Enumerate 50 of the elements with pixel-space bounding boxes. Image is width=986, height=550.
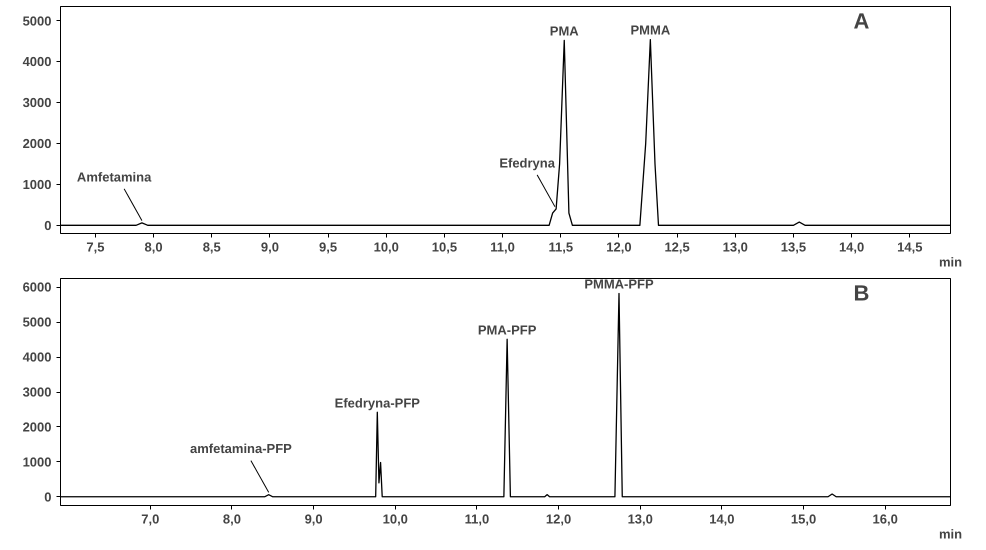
annotation: PMA-PFP	[478, 322, 537, 338]
x-tick-label: 12,0	[606, 240, 632, 254]
x-tick-label: 12,0	[546, 512, 572, 526]
chart-title: B	[854, 280, 870, 306]
x-tick-label: 8,5	[202, 240, 221, 254]
y-tick-label: 2000	[22, 136, 52, 152]
x-tick-label: 11,0	[490, 240, 515, 254]
annotation: amfetamina-PFP	[190, 441, 292, 456]
annotation: PMMA-PFP	[584, 276, 654, 292]
y-tick-label: 5000	[22, 314, 52, 330]
x-tick-label: 7,5	[86, 240, 104, 254]
annotation: Amfetamina	[76, 169, 152, 184]
y-tick-label: 1000	[22, 454, 52, 470]
annotation: PMMA	[630, 22, 671, 38]
x-axis-title: min	[938, 526, 962, 542]
x-tick-label: 8,0	[222, 512, 242, 526]
annotation: Efedryna	[499, 155, 556, 170]
y-tick-label: 0	[44, 218, 52, 233]
y-tick-label: 0	[44, 489, 52, 504]
y-tick-label: 4000	[22, 350, 52, 365]
y-tick-label: 3000	[22, 95, 52, 110]
x-tick-label: 11,5	[548, 240, 574, 254]
x-tick-label: 16,0	[872, 512, 898, 526]
x-tick-label: 13,0	[628, 512, 653, 526]
x-tick-label: 10,0	[374, 240, 399, 254]
x-tick-label: 9,0	[304, 512, 323, 526]
x-axis-title: min	[938, 254, 962, 270]
x-tick-label: 13,0	[722, 240, 748, 254]
x-tick-label: 14,5	[897, 240, 922, 254]
x-tick-label: 9,5	[319, 240, 338, 254]
x-tick-label: 11,0	[464, 512, 490, 526]
x-tick-label: 12,5	[664, 240, 690, 254]
y-tick-label: 1000	[22, 176, 52, 192]
x-tick-label: 9,0	[260, 240, 279, 254]
x-tick-label: 10,0	[382, 512, 408, 526]
x-tick-label: 13,5	[780, 240, 806, 254]
x-tick-label: 7,0	[141, 512, 160, 526]
y-tick-label: 4000	[22, 54, 52, 70]
x-tick-label: 10,5	[432, 240, 458, 254]
chart-title: A	[854, 8, 870, 34]
y-tick-label: 2000	[22, 419, 52, 434]
annotation: PMA	[550, 23, 580, 38]
x-tick-label: 14,0	[709, 512, 735, 526]
y-tick-label: 5000	[22, 13, 52, 28]
x-tick-label: 14,0	[838, 240, 864, 254]
x-tick-label: 8,0	[144, 240, 163, 254]
annotation: Efedryna-PFP	[334, 395, 420, 410]
x-tick-label: 15,0	[790, 512, 816, 526]
y-tick-label: 3000	[22, 384, 52, 400]
y-tick-label: 6000	[22, 280, 52, 295]
